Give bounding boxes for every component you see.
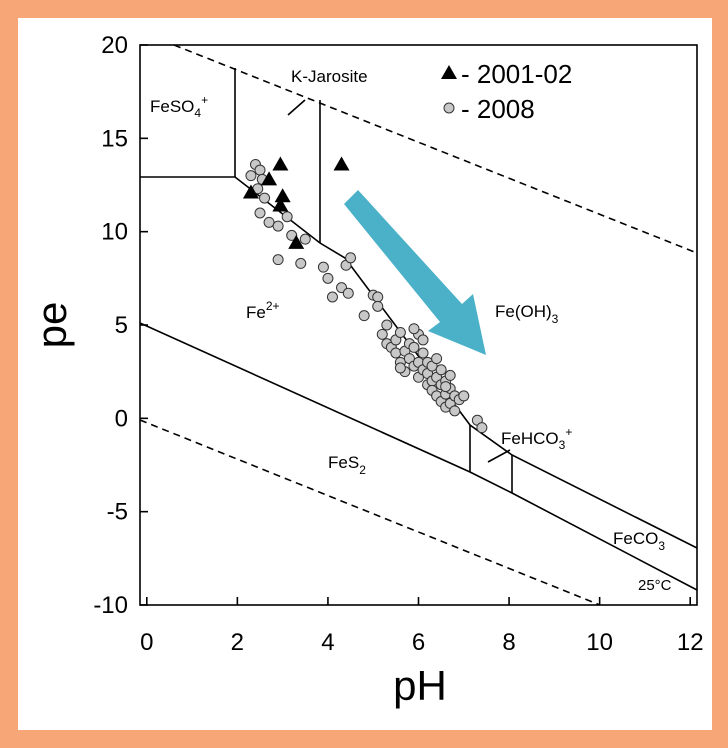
lower-stability-line — [139, 419, 601, 606]
circle-marker — [345, 252, 357, 264]
label-sub: 2 — [359, 463, 366, 477]
circle-marker — [394, 362, 406, 374]
y-tick-label: -10 — [93, 592, 128, 619]
y-tick-label: 5 — [115, 312, 128, 339]
label-base: Fe — [246, 303, 266, 322]
label-jarosite: K-Jarosite — [291, 67, 368, 86]
label-base: FeS — [328, 453, 359, 472]
trend-arrow — [344, 190, 486, 355]
x-tick-label: 10 — [586, 629, 613, 656]
circle-marker — [417, 334, 429, 346]
circle-marker — [417, 347, 429, 359]
circle-marker — [342, 287, 354, 299]
label-feoh3: Fe(OH)3 — [495, 302, 559, 326]
circle-marker — [381, 319, 393, 331]
triangle-marker — [261, 171, 278, 186]
label-sup: + — [565, 425, 572, 439]
circle-marker — [259, 192, 271, 204]
jarosite-leader — [287, 99, 306, 116]
y-axis-title: pe — [28, 302, 75, 349]
label-temp: 25°C — [638, 577, 672, 594]
label-feso4: FeSO4+ — [150, 93, 208, 120]
circle-marker — [476, 422, 488, 434]
circle-marker — [286, 229, 298, 241]
label-sub: 3 — [559, 438, 566, 452]
circle-marker — [358, 310, 370, 322]
label-sub: 3 — [552, 312, 559, 326]
circle-marker — [272, 220, 284, 232]
circle-marker — [435, 364, 447, 376]
circle-marker — [295, 257, 307, 269]
label-base: FeCO — [613, 529, 658, 548]
y-tick-label: 10 — [101, 219, 128, 246]
fehco3-leader — [487, 449, 511, 463]
triangle-marker — [288, 234, 305, 249]
x-tick-label: 12 — [677, 629, 704, 656]
x-tick-label: 2 — [231, 629, 244, 656]
label-fehco3: FeHCO3+ — [501, 425, 572, 452]
x-tick-label: 0 — [140, 629, 153, 656]
circle-marker — [408, 323, 420, 335]
circle-marker — [458, 390, 470, 402]
circle-marker — [372, 291, 384, 303]
legend-label: - 2008 — [461, 94, 535, 124]
label-sup: + — [201, 93, 208, 107]
label-sub: 4 — [194, 106, 201, 120]
triangle-marker — [274, 188, 291, 203]
y-tick-label: -5 — [107, 499, 128, 526]
circle-marker — [376, 328, 388, 340]
circle-marker — [444, 369, 456, 381]
label-base: Fe(OH) — [495, 302, 552, 321]
circle-marker — [299, 233, 311, 245]
label-base: FeHCO — [501, 429, 559, 448]
label-sub: 3 — [658, 539, 665, 553]
circle-marker — [326, 291, 338, 303]
y-tick-label: 20 — [101, 32, 128, 59]
label-feco3: FeCO3 — [613, 529, 665, 553]
circle-marker — [449, 405, 461, 417]
y-tick-label: 15 — [101, 125, 128, 152]
label-base: FeSO — [150, 97, 194, 116]
fes2-boundary — [139, 322, 698, 591]
circle-marker — [254, 164, 266, 176]
circle-marker — [317, 261, 329, 273]
circle-marker — [394, 326, 406, 338]
label-fes2: FeS2 — [328, 453, 366, 477]
x-tick-label: 6 — [412, 629, 425, 656]
circle-marker — [322, 272, 334, 284]
circle-marker — [443, 102, 455, 114]
triangle-marker — [333, 156, 350, 171]
circle-marker — [245, 170, 257, 182]
upper-stability-line — [173, 44, 698, 254]
triangle-marker — [272, 156, 289, 171]
triangle-marker — [272, 197, 289, 212]
label-fe2: Fe2+ — [246, 299, 280, 322]
circle-marker — [408, 341, 420, 353]
circle-marker — [372, 300, 384, 312]
x-tick-label: 4 — [321, 629, 334, 656]
x-tick-label: 8 — [502, 629, 515, 656]
triangle-marker — [441, 65, 457, 79]
panel — [18, 18, 712, 730]
circle-marker — [431, 353, 443, 365]
circle-marker — [390, 347, 402, 359]
legend-label: - 2001-02 — [461, 59, 572, 89]
circle-marker — [263, 216, 275, 228]
circle-marker — [281, 211, 293, 223]
legend: - 2001-02 - 2008 — [441, 59, 572, 124]
circle-marker — [440, 381, 452, 393]
x-axis-title: pH — [393, 662, 447, 709]
boundaries — [139, 44, 698, 606]
circle-marker — [272, 254, 284, 266]
y-tick-label: 0 — [115, 405, 128, 432]
circle-marker — [254, 207, 266, 219]
triangle-marker — [242, 184, 259, 199]
label-sup: 2+ — [266, 299, 280, 313]
